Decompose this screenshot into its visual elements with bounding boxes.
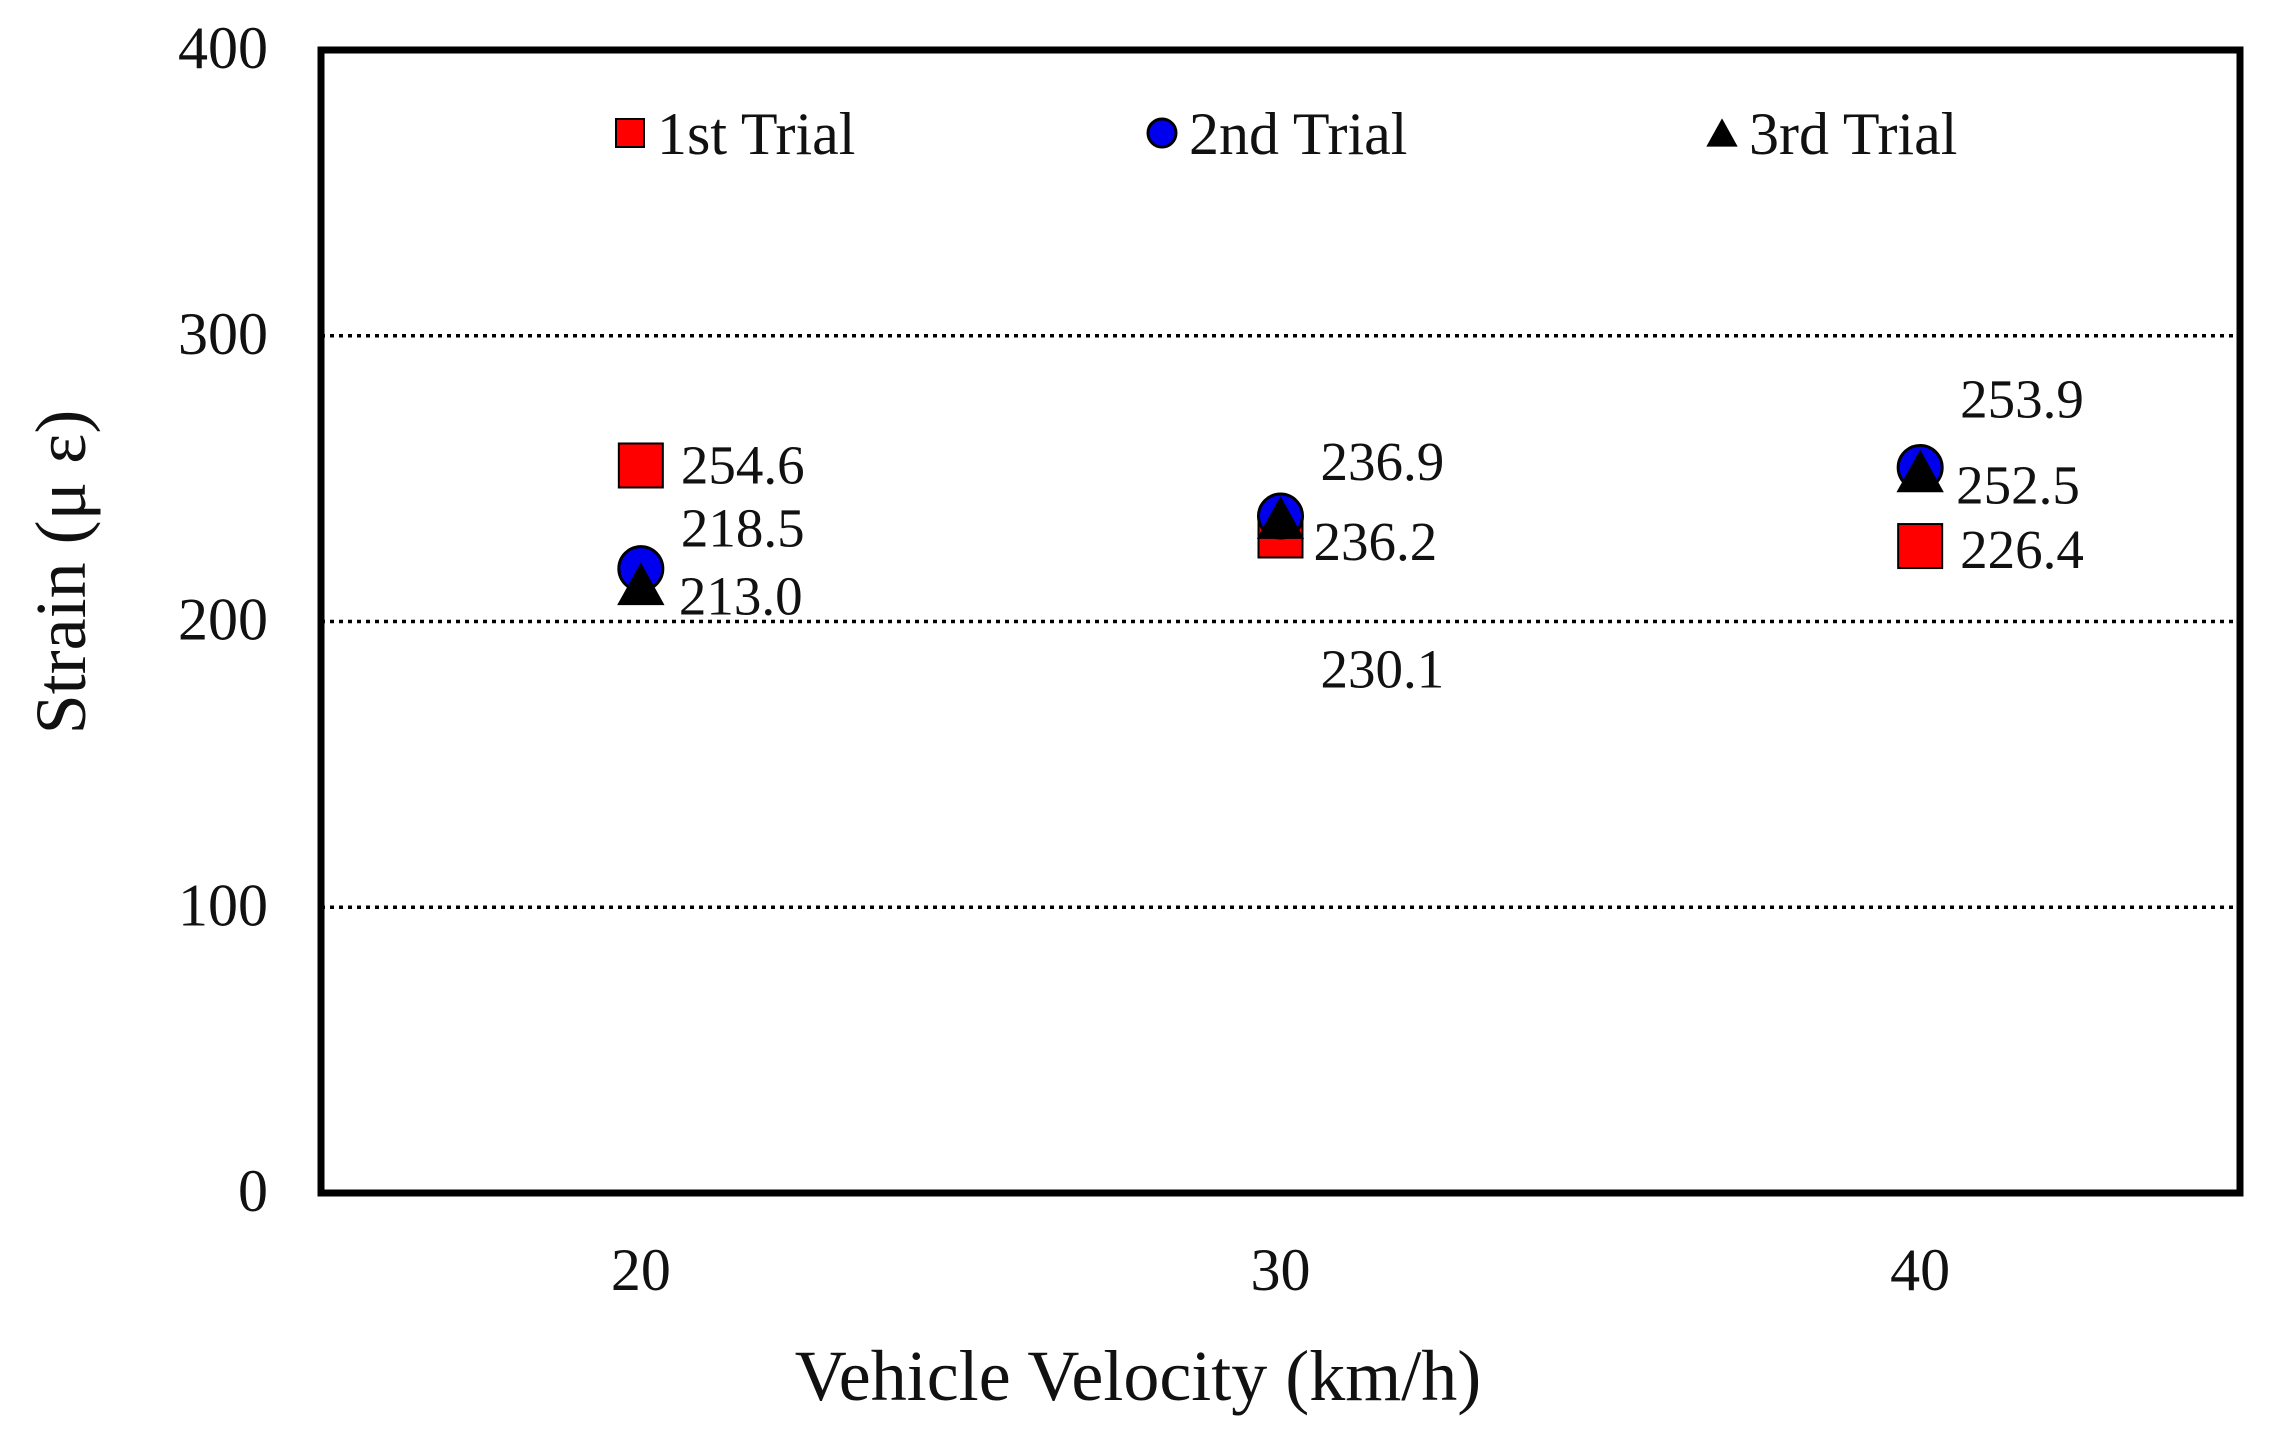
data-point-triangle [617, 562, 665, 606]
legend-label: 2nd Trial [1189, 101, 1407, 167]
data-label: 236.2 [1314, 511, 1438, 572]
data-points [617, 442, 1944, 606]
data-point-triangle [1256, 496, 1305, 539]
x-tick-label: 30 [1251, 1237, 1311, 1303]
x-axis-ticks: 20 30 40 [611, 1237, 1950, 1303]
legend: 1st Trial 2nd Trial 3rd Trial [615, 101, 1957, 167]
data-labels: 254.6 230.1 226.4 218.5 236.9 253.9 213.0 236.2… [679, 368, 2084, 699]
y-tick-label: 0 [238, 1158, 268, 1224]
plot-area-frame [317, 46, 2244, 1197]
data-label: 218.5 [681, 498, 805, 559]
legend-marker-triangle [1706, 118, 1738, 147]
legend-marker-circle [1146, 117, 1178, 149]
gridlines [321, 334, 2240, 909]
y-axis-ticks: 0 100 200 300 400 [178, 15, 268, 1224]
data-label: 253.9 [1960, 368, 2084, 429]
data-label: 254.6 [681, 434, 805, 495]
y-tick-label: 200 [178, 587, 268, 653]
x-tick-label: 20 [611, 1237, 671, 1303]
y-tick-label: 300 [178, 301, 268, 367]
y-tick-label: 100 [178, 872, 268, 938]
data-label: 230.1 [1321, 638, 1445, 699]
legend-label: 3rd Trial [1749, 101, 1957, 167]
data-point-square [617, 442, 664, 489]
y-axis-title: Strain (μ ε) [21, 410, 101, 735]
data-label: 213.0 [679, 565, 803, 626]
legend-label: 1st Trial [657, 101, 855, 167]
x-tick-label: 40 [1890, 1237, 1950, 1303]
data-label: 236.9 [1321, 431, 1445, 492]
data-label: 252.5 [1956, 454, 2080, 515]
data-label: 226.4 [1960, 519, 2084, 580]
legend-marker-square [615, 118, 645, 148]
data-point-square [1897, 523, 1944, 570]
x-axis-title: Vehicle Velocity (km/h) [795, 1336, 1482, 1416]
y-tick-label: 400 [178, 15, 268, 81]
data-point-triangle [1896, 449, 1944, 493]
